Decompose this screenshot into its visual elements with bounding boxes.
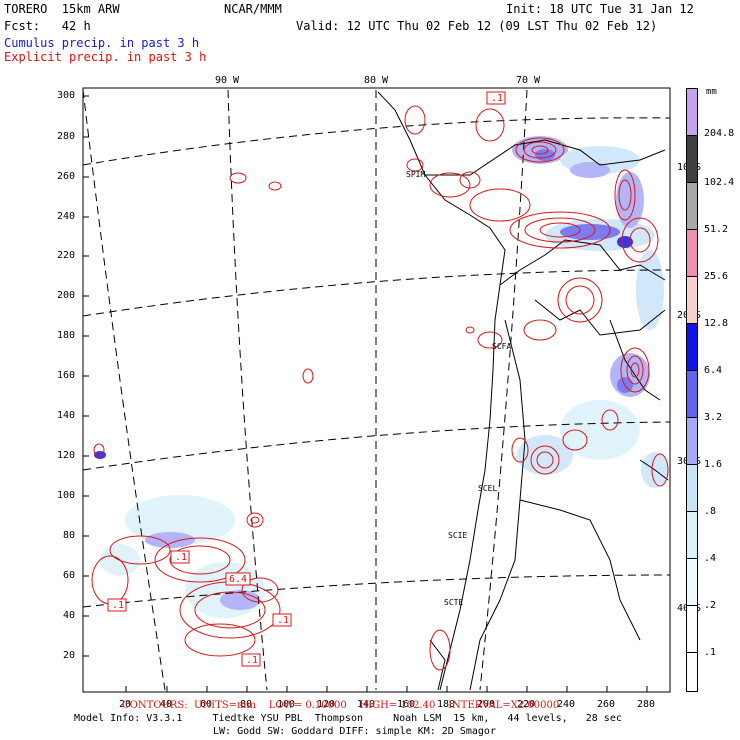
- legend-swatch: [687, 183, 697, 230]
- legend-label: 6.4: [704, 365, 723, 376]
- legend-swatch: [687, 512, 697, 559]
- contour-label: .1: [175, 552, 188, 563]
- cumulus-label: Cumulus precip. in past 3 h: [4, 36, 200, 50]
- y-tick-label: 100: [57, 490, 76, 501]
- legend-label: 3.2: [704, 412, 723, 423]
- y-tick-label: 120: [57, 450, 76, 461]
- y-tick-label: 60: [63, 570, 76, 581]
- legend-label: .1: [704, 647, 717, 658]
- x-tick-label: 100: [277, 699, 296, 710]
- legend-swatch: [687, 89, 697, 136]
- y-tick-label: 300: [57, 90, 76, 101]
- contour-label: .1: [246, 655, 259, 666]
- x-tick-label: 120: [317, 699, 336, 710]
- x-tick-label: 80: [240, 699, 253, 710]
- model-info: Model Info: V3.3.1 Tiedtke YSU PBL Thomp…: [74, 713, 622, 724]
- contour-label-boxes: [107, 91, 506, 667]
- legend-colorbar: [686, 88, 698, 692]
- x-tick-label: 200: [477, 699, 496, 710]
- x-axis-ticks: [125, 686, 648, 692]
- legend-swatch: [687, 465, 697, 512]
- y-tick-label: 20: [63, 650, 76, 661]
- x-tick-label: 140: [357, 699, 376, 710]
- legend-swatch: [687, 606, 697, 653]
- station-label: SCEL: [478, 484, 498, 493]
- x-tick-label: 220: [517, 699, 536, 710]
- y-tick-label: 200: [57, 290, 76, 301]
- x-tick-label: 160: [397, 699, 416, 710]
- lon-label-80w: 80 W: [364, 75, 389, 86]
- model-title: TORERO 15km ARW: [4, 2, 120, 16]
- y-tick-label: 180: [57, 330, 76, 341]
- cumulus-shading: [94, 136, 669, 618]
- x-tick-label: 240: [557, 699, 576, 710]
- y-tick-label: 220: [57, 250, 76, 261]
- contour-label: .1: [491, 93, 504, 104]
- x-tick-label: 20: [119, 699, 132, 710]
- lat-label-30s: 30 S: [677, 456, 702, 467]
- x-tick-label: 260: [597, 699, 616, 710]
- legend-label: .8: [704, 506, 717, 517]
- legend-label: 12.8: [704, 318, 729, 329]
- legend-label: .2: [704, 600, 717, 611]
- legend-unit: mm: [706, 87, 717, 97]
- legend-label: 25.6: [704, 271, 729, 282]
- legend-swatch: [687, 136, 697, 183]
- y-tick-label: 140: [57, 410, 76, 421]
- y-axis-ticks: [83, 95, 89, 657]
- y-tick-label: 240: [57, 211, 76, 222]
- physics-info: LW: Godd SW: Goddard DIFF: simple KM: 2D…: [213, 726, 496, 737]
- x-tick-label: 60: [200, 699, 213, 710]
- station-label: SCTE: [444, 598, 464, 607]
- y-tick-label: 80: [63, 530, 76, 541]
- valid-time: Valid: 12 UTC Thu 02 Feb 12 (09 LST Thu …: [296, 19, 658, 33]
- legend-swatch: [687, 371, 697, 418]
- x-tick-label: 40: [160, 699, 173, 710]
- y-tick-label: 260: [57, 171, 76, 182]
- lat-label-20s: 20 S: [677, 310, 702, 321]
- org-label: NCAR/MMM: [224, 2, 282, 16]
- contour-label: 6.4: [229, 574, 248, 585]
- station-label: SCFA: [492, 342, 512, 351]
- legend-label: 1.6: [704, 459, 723, 470]
- forecast-hour: Fcst: 42 h: [4, 19, 91, 33]
- contour-label: .1: [112, 600, 125, 611]
- legend-swatch: [687, 418, 697, 465]
- y-tick-label: 280: [57, 131, 76, 142]
- legend-label: 51.2: [704, 224, 729, 235]
- legend-label: .4: [704, 553, 717, 564]
- legend-swatch: [687, 559, 697, 606]
- legend-swatch: [687, 230, 697, 277]
- lon-label-70w: 70 W: [516, 75, 541, 86]
- y-tick-label: 40: [63, 610, 76, 621]
- station-label: SPIM: [406, 170, 426, 179]
- station-label: SCIE: [448, 531, 468, 540]
- legend-swatch: [687, 277, 697, 324]
- x-tick-label: 180: [437, 699, 456, 710]
- lon-label-90w: 90 W: [215, 75, 240, 86]
- init-time: Init: 18 UTC Tue 31 Jan 12: [506, 2, 694, 16]
- lat-label-10s: 10 S: [677, 162, 702, 173]
- plot-frame: [82, 87, 671, 693]
- explicit-contours: [91, 105, 669, 671]
- legend-label: 102.4: [704, 177, 735, 188]
- y-tick-label: 160: [57, 370, 76, 381]
- legend-label: 204.8: [704, 128, 735, 139]
- longitude-lines: [82, 89, 528, 691]
- legend-swatch: [687, 324, 697, 371]
- contour-label: .1: [277, 615, 290, 626]
- explicit-label: Explicit precip. in past 3 h: [4, 50, 207, 64]
- x-tick-label: 280: [637, 699, 656, 710]
- lat-label-40s: 40 S: [677, 603, 702, 614]
- latitude-lines: [82, 117, 671, 608]
- contour-info: CONTOURS: UNITS=mm LOW= 0.10000 HIGH= 10…: [122, 700, 560, 711]
